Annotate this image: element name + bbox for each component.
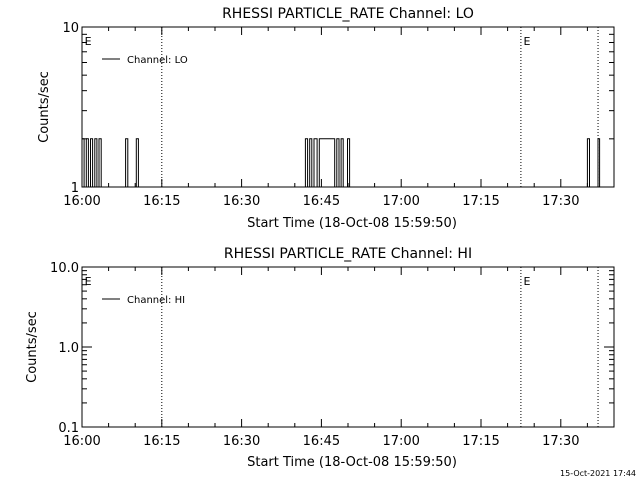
x-axis-label: Start Time (18-Oct-08 15:59:50) (247, 455, 457, 470)
x-tick-label: 16:45 (303, 434, 340, 449)
legend-label: Channel: LO (127, 55, 188, 66)
x-tick-label: 16:30 (223, 434, 260, 449)
y-axis-label: Counts/sec (25, 311, 40, 383)
x-tick-label: 16:00 (63, 434, 100, 449)
x-tick-label: 16:45 (303, 194, 340, 209)
x-tick-label: 16:00 (63, 194, 100, 209)
x-tick-label: 16:15 (143, 194, 180, 209)
x-tick-label: 17:30 (542, 434, 579, 449)
x-tick-label: 16:30 (223, 194, 260, 209)
chart-panel-hi: RHESSI PARTICLE_RATE Channel: HI 16:00 16:… (25, 246, 615, 470)
y-tick-label: 1 (71, 181, 79, 196)
x-tick-label: 17:15 (462, 434, 499, 449)
x-tick-label: 17:30 (542, 194, 579, 209)
event-marker-label: E (524, 35, 531, 48)
chart-title: RHESSI PARTICLE_RATE Channel: HI (224, 246, 472, 262)
x-tick-label: 16:15 (143, 434, 180, 449)
event-marker-label: E (85, 275, 92, 288)
y-tick-label: 0.1 (58, 421, 79, 436)
y-tick-label: 1.0 (58, 341, 79, 356)
x-tick-label: 17:00 (382, 434, 419, 449)
y-axis-label: Counts/sec (37, 71, 52, 143)
event-marker-label: E (85, 35, 92, 48)
event-marker-label: E (524, 275, 531, 288)
y-tick-label: 10.0 (50, 261, 79, 276)
y-tick-label: 10 (62, 21, 79, 36)
series-line (81, 138, 601, 188)
timestamp-label: 15-Oct-2021 17:44 (560, 469, 636, 478)
x-tick-label: 17:00 (382, 194, 419, 209)
chart-title: RHESSI PARTICLE_RATE Channel: LO (222, 6, 474, 22)
legend-label: Channel: HI (127, 295, 185, 306)
x-axis-label: Start Time (18-Oct-08 15:59:50) (247, 216, 457, 231)
chart-panel-lo: RHESSI PARTICLE_RATE Channel: LO 16:00 16:… (37, 6, 615, 231)
x-tick-label: 17:15 (462, 194, 499, 209)
